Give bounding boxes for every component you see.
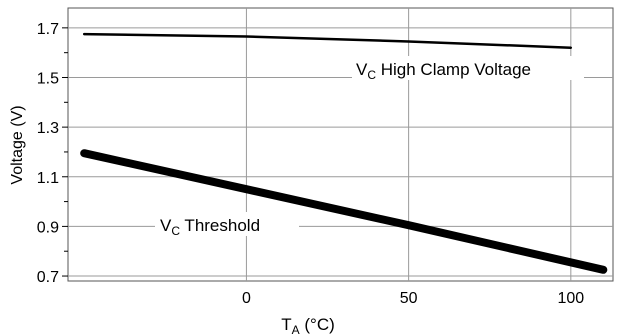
threshold-label-sub: C <box>171 224 180 238</box>
x-tick-labels: 0 50 100 <box>242 290 584 307</box>
svg-text:VC High Clamp Voltage: VC High Clamp Voltage <box>356 60 531 82</box>
y-axis-label: Voltage (V) <box>9 105 26 184</box>
high-clamp-voltage-line <box>82 32 573 49</box>
x-tick-label: 0 <box>242 290 251 307</box>
y-tick-label: 1.1 <box>37 170 59 187</box>
high-clamp-label-main: V <box>356 60 368 79</box>
x-tick-label: 50 <box>400 290 418 307</box>
high-clamp-label-sub: C <box>367 68 376 82</box>
threshold-label: VC Threshold <box>155 212 299 238</box>
y-tick-label: 0.9 <box>37 219 59 236</box>
svg-text:VC Threshold: VC Threshold <box>160 216 260 238</box>
x-axis-label-suffix: (°C) <box>300 315 335 334</box>
threshold-label-suffix: Threshold <box>180 216 260 235</box>
y-tick-labels: 0.7 0.9 1.1 1.3 1.5 1.7 <box>37 21 59 286</box>
x-tick-label: 100 <box>557 290 584 307</box>
series-lines <box>80 32 608 274</box>
x-axis-label: TA (°C) <box>281 315 335 336</box>
threshold-line <box>80 149 608 274</box>
y-tick-label: 0.7 <box>37 269 59 286</box>
plot-area <box>67 7 614 282</box>
y-tick-label: 1.3 <box>37 120 59 137</box>
x-axis-label-sub: A <box>292 323 300 336</box>
threshold-label-main: V <box>160 216 172 235</box>
x-axis-label-main: T <box>281 315 291 334</box>
y-tick-label: 1.7 <box>37 21 59 38</box>
y-tick-label: 1.5 <box>37 70 59 87</box>
high-clamp-label: VC High Clamp Voltage <box>352 56 584 82</box>
high-clamp-label-suffix: High Clamp Voltage <box>376 60 531 79</box>
